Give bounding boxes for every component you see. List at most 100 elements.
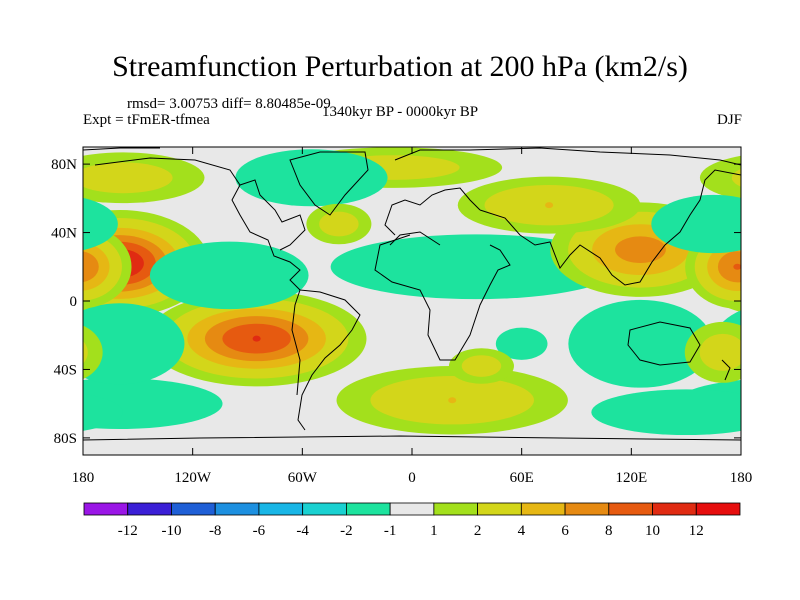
x-axis: 180 120W 60W 0 60E 120E 180 [72, 147, 753, 486]
season-label: DJF [716, 112, 742, 128]
anomaly-feature [0, 299, 713, 388]
colorbar-label: 12 [689, 523, 704, 539]
chart-title: Streamfunction Perturbation at 200 hPa (… [112, 50, 688, 83]
colorbar-swatch [389, 502, 435, 516]
contour-band [774, 260, 782, 266]
colorbar-label: 2 [474, 523, 482, 539]
contour-band [83, 393, 123, 431]
contour-band [0, 309, 40, 379]
anomaly-feature [235, 149, 388, 207]
contour-band [83, 251, 99, 283]
colorbar-label: -6 [253, 523, 266, 539]
contour-band [83, 162, 173, 194]
stats-label: rmsd= 3.00753 diff= 8.80485e-09 [127, 96, 331, 112]
colorbar-swatch [520, 502, 566, 516]
contour-field [0, 147, 800, 455]
anomaly-feature [83, 321, 741, 383]
contour-band [83, 242, 110, 291]
contour-band [149, 241, 309, 310]
colorbar-swatch [258, 502, 304, 516]
colorbar-swatch [608, 502, 653, 516]
contour-band [252, 335, 261, 342]
contour-band [83, 303, 185, 385]
colorbar-swatch [477, 502, 522, 516]
y-tick-label: 40S [54, 362, 77, 378]
contour-band [699, 155, 741, 200]
anomaly-feature [83, 152, 741, 204]
experiment-label: Expt = tFmER-tfmea [83, 112, 210, 128]
contour-band [753, 249, 800, 278]
contour-band [743, 322, 800, 365]
colorbar-label: 10 [645, 523, 660, 539]
colorbar-swatch [127, 502, 172, 516]
contour-band [235, 149, 388, 207]
contour-band [461, 355, 502, 377]
contour-band [741, 242, 800, 285]
anomaly-feature [448, 348, 514, 384]
y-axis: 80N 40N 0 40S 80S [51, 157, 741, 447]
contour-band [83, 341, 88, 364]
contour-band [83, 378, 223, 430]
contour-band [699, 333, 741, 371]
colorbar-label: -8 [209, 523, 222, 539]
x-tick-label: 180 [730, 470, 753, 486]
colorbar-swatch [652, 502, 697, 516]
x-tick-label: 120E [615, 470, 647, 486]
contour-band [0, 236, 8, 263]
y-tick-label: 80S [54, 431, 77, 447]
colorbar-label: -2 [340, 523, 353, 539]
x-tick-label: 120W [174, 470, 212, 486]
contour-band [0, 320, 21, 367]
contour-band [545, 202, 554, 209]
contour-band [717, 251, 741, 283]
y-tick-label: 40N [51, 226, 77, 242]
contour-band [0, 331, 3, 356]
coastlines [83, 147, 741, 441]
contour-band [0, 224, 31, 275]
anomaly-feature [336, 366, 568, 435]
x-tick-label: 0 [408, 470, 416, 486]
colorbar-label: -1 [384, 523, 397, 539]
colorbar-swatch [214, 502, 260, 516]
anomaly-feature [330, 234, 622, 300]
contour-band [0, 300, 55, 388]
contour-band [448, 397, 457, 404]
colorbar-label: 1 [430, 523, 438, 539]
contour-band [83, 197, 118, 251]
colorbar: -12 -10 -8 -6 -4 -2 -1 1 2 4 6 8 10 12 [83, 502, 741, 539]
anomaly-feature [457, 176, 641, 234]
colorbar-label: 8 [605, 523, 613, 539]
x-tick-label: 60E [510, 470, 534, 486]
y-tick-label: 80N [51, 157, 77, 173]
anomaly-feature [149, 241, 309, 310]
contour-band [615, 236, 666, 263]
colorbar-swatch [171, 502, 216, 516]
anomaly-feature [495, 327, 548, 360]
contour-band [759, 332, 796, 355]
colorbar-label: -4 [296, 523, 309, 539]
colorbar-label: 6 [561, 523, 569, 539]
colorbar-label: -12 [118, 523, 138, 539]
colorbar-swatch [302, 502, 347, 516]
contour-band [330, 234, 622, 300]
contour-band [0, 212, 55, 288]
colorbar-swatch [433, 502, 479, 516]
contour-band [0, 202, 73, 297]
colorbar-swatch [695, 502, 741, 516]
anomaly-feature [83, 389, 741, 436]
contour-band [83, 407, 86, 417]
contour-band [568, 299, 713, 388]
colorbar-swatch [564, 502, 610, 516]
contour-band [83, 325, 103, 380]
colorbar-swatch [83, 502, 129, 516]
anomaly-feature [83, 194, 741, 254]
y-tick-label: 0 [70, 294, 78, 310]
contour-band [651, 194, 741, 254]
contour-band [733, 263, 741, 270]
period-label: 1340kyr BP - 0000kyr BP [322, 104, 479, 120]
colorbar-swatch [345, 502, 391, 516]
colorbar-label: -10 [161, 523, 181, 539]
colorbar-label: 4 [518, 523, 526, 539]
anomaly-feature [306, 203, 372, 245]
